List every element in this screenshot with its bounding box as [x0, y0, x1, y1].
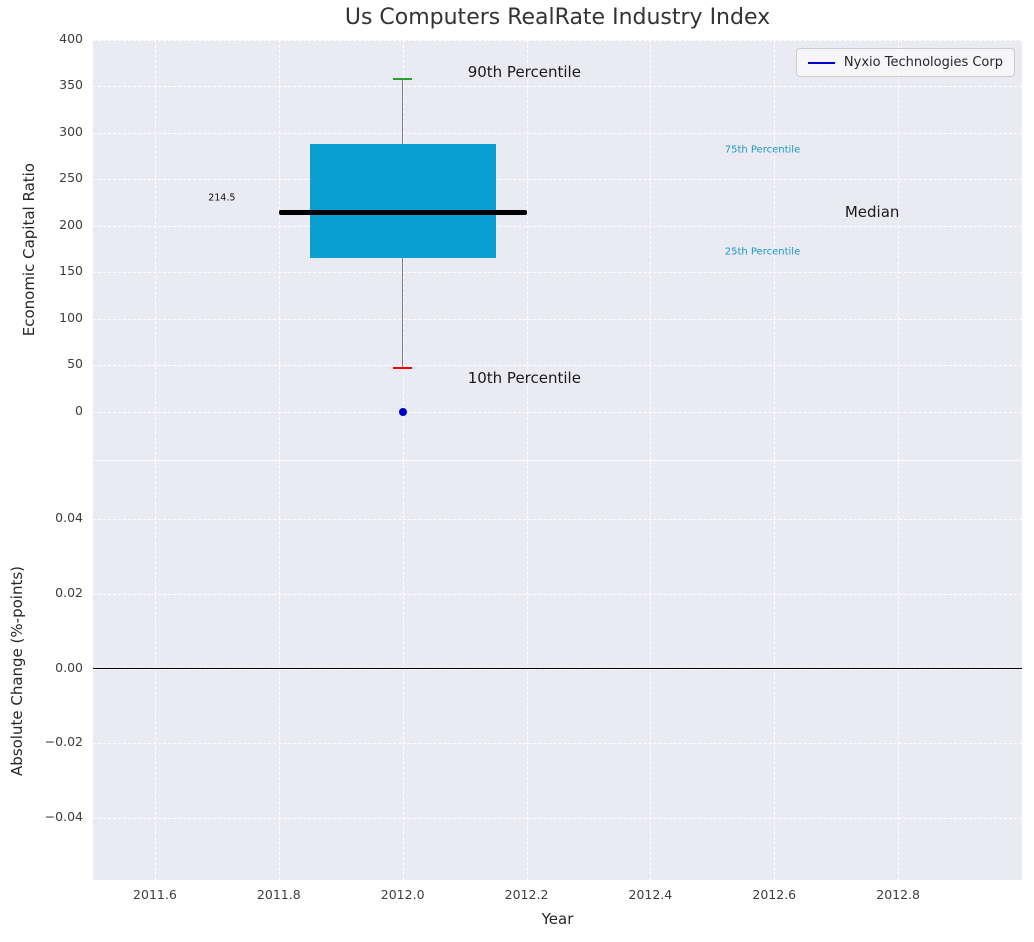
y-tick-label: 0.02: [55, 584, 83, 600]
y-gridline: [93, 179, 1022, 181]
y-gridline: [93, 132, 1022, 134]
x-gridline: [278, 461, 280, 880]
y-tick-label: 250: [59, 170, 83, 186]
y-gridline: [93, 272, 1022, 274]
legend-line-swatch: [807, 61, 835, 64]
annotation-median-label: Median: [844, 203, 900, 222]
x-gridline: [774, 461, 776, 880]
y-gridline: [93, 593, 1022, 595]
legend: Nyxio Technologies Corp: [795, 48, 1015, 77]
y-tick-label: 150: [59, 263, 83, 279]
top-plot-area: [93, 40, 1022, 460]
zero-line: [93, 667, 1022, 670]
annotation-p25-label: 25th Percentile: [724, 246, 801, 258]
x-gridline: [154, 40, 156, 460]
median-line: [278, 209, 527, 215]
y-tick-label: 400: [59, 31, 83, 46]
x-gridline: [898, 40, 900, 460]
y-gridline: [93, 318, 1022, 320]
whisker-cap-90th: [393, 78, 412, 81]
y-tick-label: 300: [59, 123, 83, 139]
y-axis-label-top-wrap: Economic Capital Ratio: [16, 40, 42, 460]
x-gridline: [650, 40, 652, 460]
x-gridline: [402, 461, 404, 880]
x-gridline: [898, 461, 900, 880]
x-gridline: [278, 40, 280, 460]
x-tick-label: 2012.6: [752, 887, 797, 902]
y-gridline: [93, 411, 1022, 413]
x-gridline: [774, 40, 776, 460]
x-tick-label: 2012.2: [504, 887, 549, 902]
box-iqr: [309, 144, 496, 259]
x-axis-label: Year: [541, 910, 574, 928]
y-gridline: [93, 743, 1022, 745]
x-gridline: [526, 461, 528, 880]
y-tick-label: 0.00: [55, 659, 83, 675]
x-tick-label: 2012.4: [628, 887, 673, 902]
annotation-median-value: 214.5: [208, 192, 236, 204]
x-gridline: [154, 461, 156, 880]
x-tick-label: 2011.8: [256, 887, 301, 902]
y-tick-label: 0: [75, 402, 83, 418]
company-point: [398, 407, 407, 416]
whisker-cap-10th: [393, 367, 412, 369]
legend-label: Nyxio Technologies Corp: [843, 55, 1003, 70]
annotation-p10-label: 10th Percentile: [467, 369, 581, 388]
x-tick-label: 2011.6: [133, 887, 177, 902]
bottom-plot-area: [93, 461, 1022, 880]
y-tick-label: 100: [59, 309, 83, 325]
chart-title: Us Computers RealRate Industry Index: [344, 5, 771, 30]
x-tick-label: 2012.8: [876, 887, 920, 902]
annotation-p75-label: 75th Percentile: [724, 144, 801, 156]
y-tick-label: −0.04: [44, 809, 83, 825]
y-gridline: [93, 86, 1022, 88]
y-gridline: [93, 225, 1022, 227]
y-tick-label: 350: [59, 77, 83, 93]
y-gridline: [93, 40, 1022, 41]
x-gridline: [526, 40, 528, 460]
y-tick-label: −0.02: [44, 734, 83, 750]
x-gridline: [650, 461, 652, 880]
annotation-p90-label: 90th Percentile: [467, 62, 581, 81]
y-gridline: [93, 365, 1022, 367]
y-gridline: [93, 518, 1022, 520]
y-tick-label: 200: [59, 216, 83, 232]
y-gridline: [93, 818, 1022, 820]
y-tick-label: 0.04: [55, 509, 83, 525]
y-tick-label: 50: [67, 356, 83, 372]
x-tick-label: 2012.0: [380, 887, 425, 902]
y-axis-label-bottom: Absolute Change (%-points): [8, 565, 26, 776]
